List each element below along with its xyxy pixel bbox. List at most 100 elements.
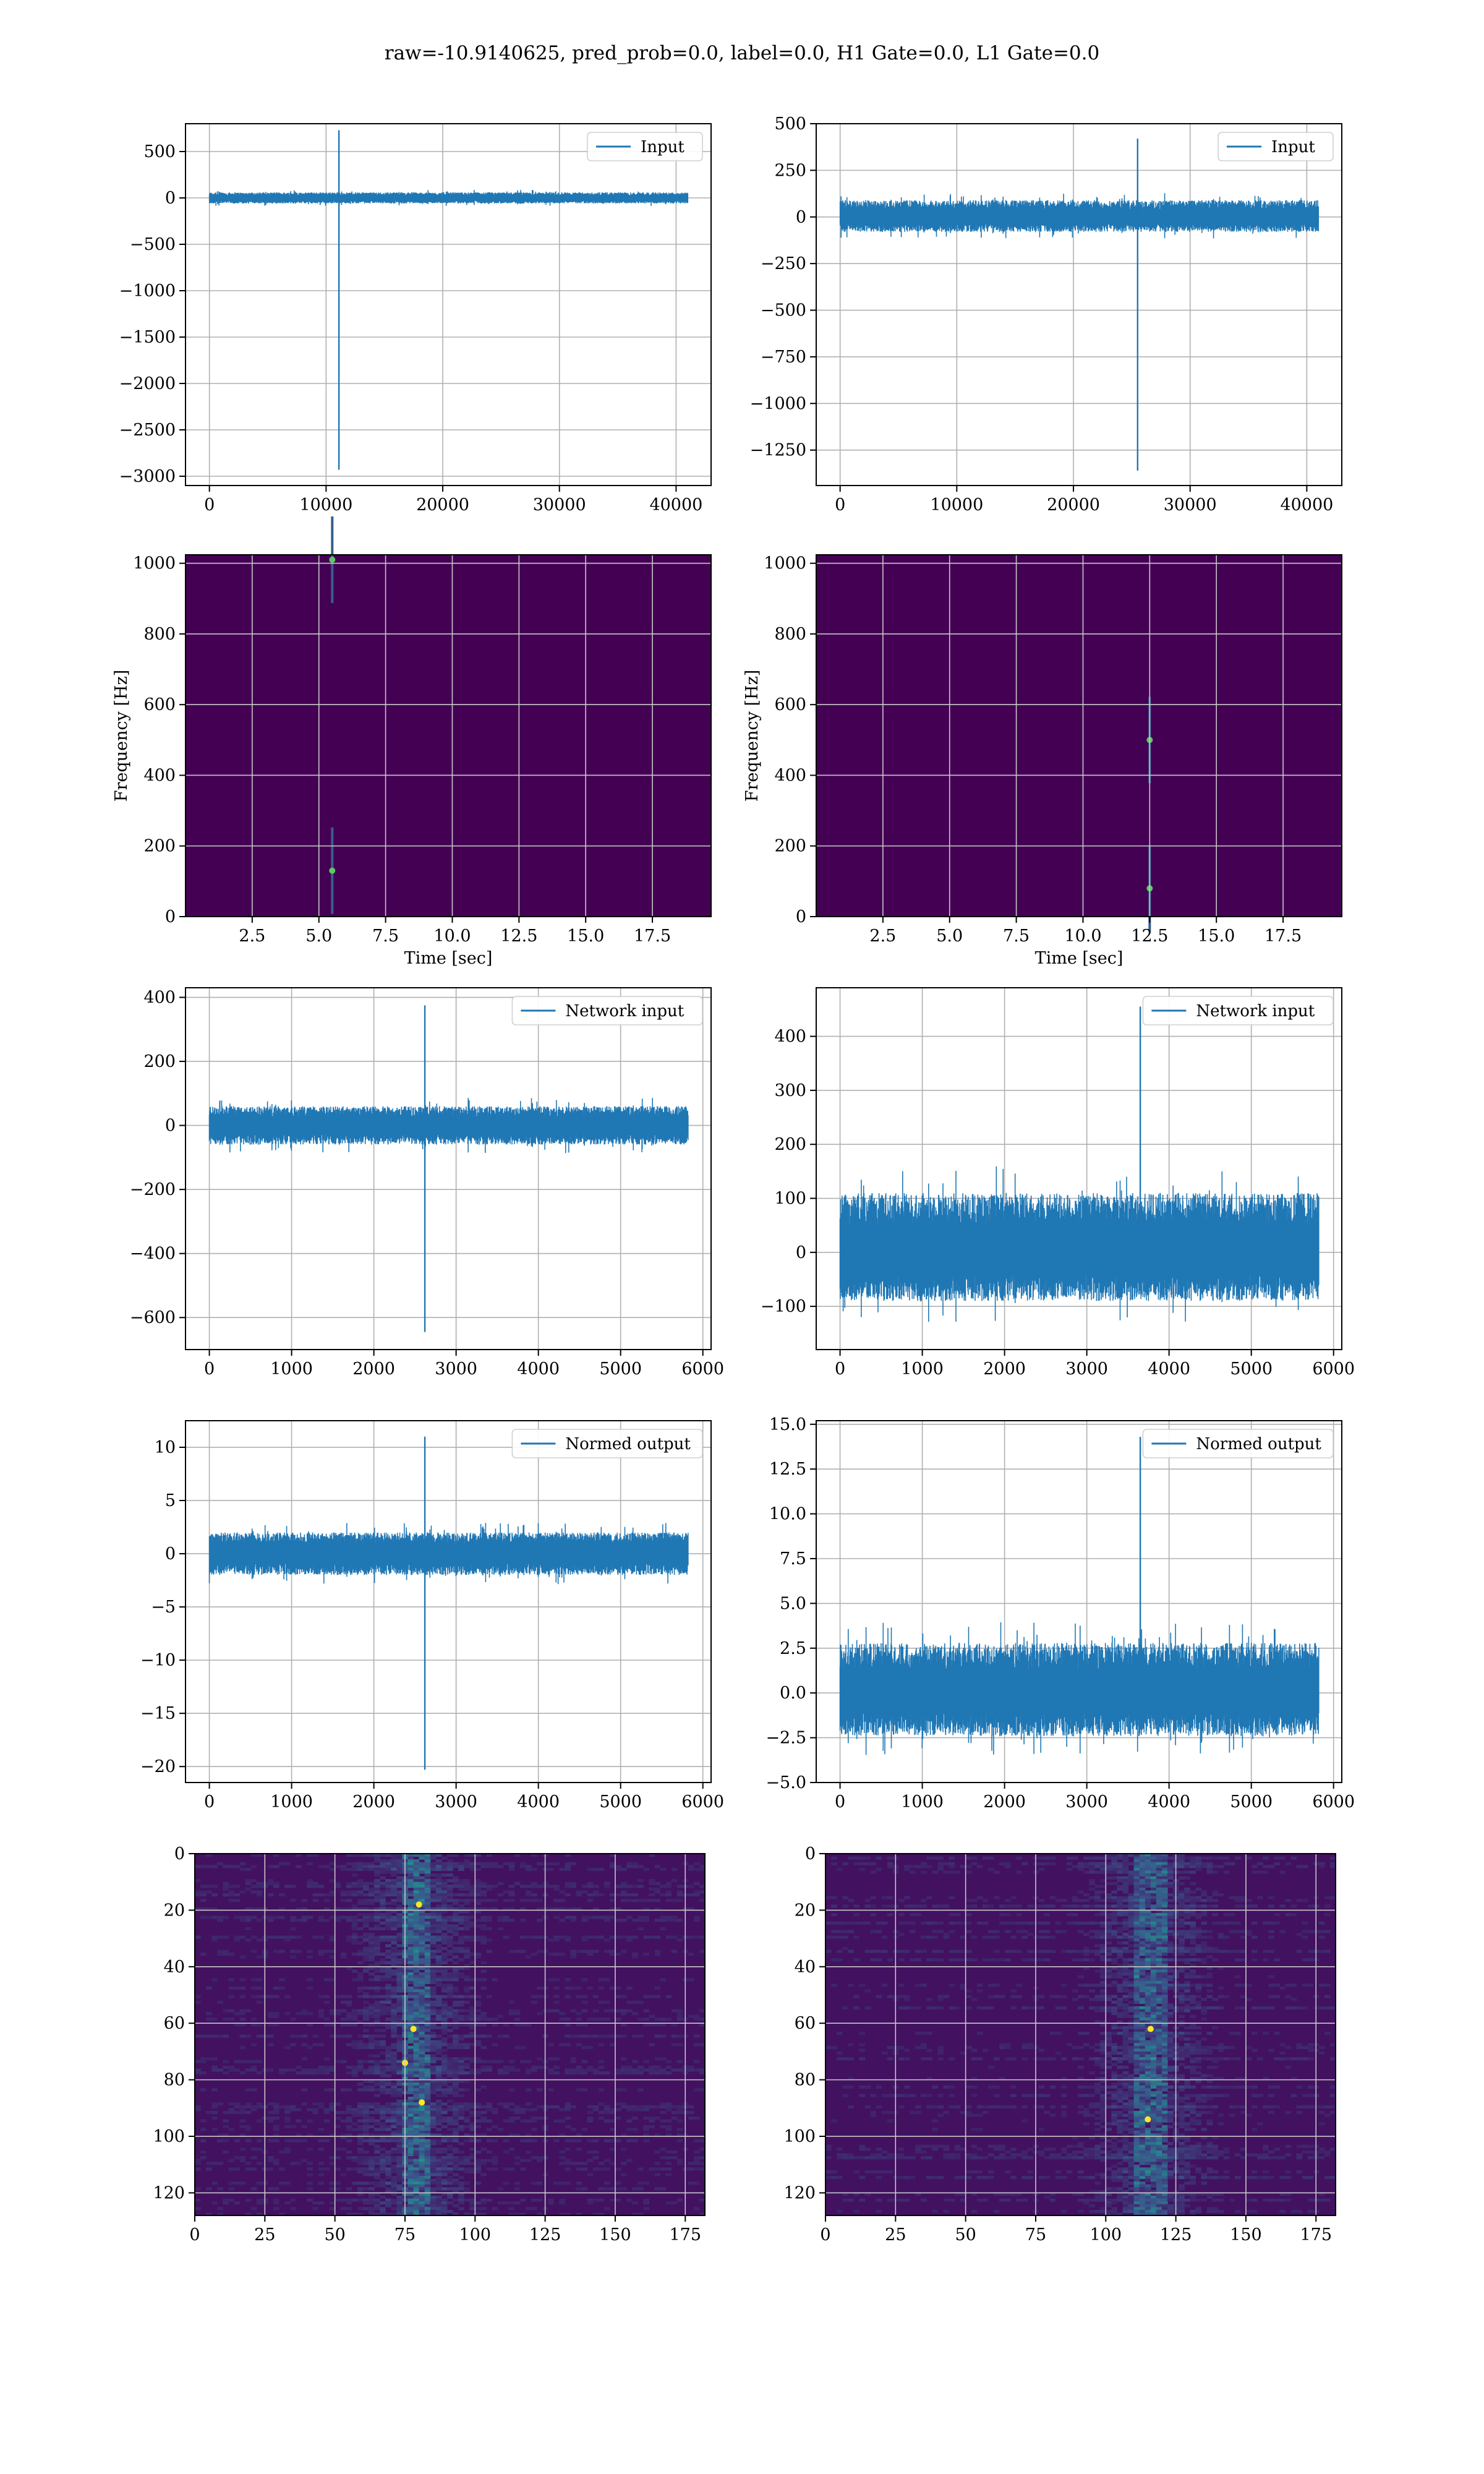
matrix-cell: [508, 2147, 515, 2151]
matrix-cell: [223, 2034, 229, 2038]
matrix-cell: [1229, 1862, 1235, 1865]
matrix-cell: [469, 2162, 475, 2165]
matrix-cell: [307, 2023, 313, 2027]
matrix-cell: [497, 2068, 504, 2072]
matrix-cell: [441, 2048, 448, 2052]
matrix-cell: [475, 2170, 481, 2174]
matrix-cell: [464, 1924, 470, 1928]
matrix-cell: [464, 1859, 470, 1863]
matrix-cell: [458, 1915, 464, 1919]
matrix-cell: [1190, 1935, 1196, 1939]
matrix-cell: [609, 2108, 616, 2112]
matrix-cell: [200, 1953, 207, 1956]
matrix-cell: [284, 2117, 291, 2120]
matrix-cell: [1318, 1930, 1325, 1933]
matrix-cell: [435, 1862, 442, 1865]
x-tick-label: 50: [324, 2225, 345, 2245]
matrix-cell: [1279, 1904, 1286, 1908]
matrix-cell: [453, 1933, 459, 1937]
matrix-cell: [458, 1879, 464, 1883]
matrix-cell: [615, 2034, 621, 2038]
matrix-cell: [391, 1901, 397, 1905]
matrix-cell: [565, 1867, 571, 1872]
matrix-cell: [519, 2198, 526, 2202]
matrix-cell: [419, 1950, 425, 1953]
matrix-cell: [994, 1870, 1000, 1874]
matrix-cell: [279, 1915, 285, 1919]
matrix-cell: [391, 2150, 397, 2154]
matrix-cell: [284, 2068, 291, 2072]
matrix-cell: [1296, 1933, 1303, 1937]
matrix-cell: [632, 1865, 638, 1868]
matrix-cell: [424, 2176, 431, 2180]
matrix-cell: [447, 1927, 453, 1930]
matrix-cell: [1217, 1933, 1224, 1937]
matrix-cell: [380, 1958, 386, 1962]
matrix-cell: [649, 2023, 655, 2027]
matrix-cell: [228, 1899, 235, 1903]
matrix-cell: [374, 1919, 380, 1922]
matrix-cell: [435, 1865, 442, 1868]
matrix-cell: [435, 1927, 442, 1930]
matrix-cell: [559, 1953, 565, 1956]
matrix-cell: [1150, 1893, 1157, 1897]
matrix-cell: [999, 1904, 1005, 1908]
matrix-cell: [228, 1890, 235, 1894]
y-tick-label: 200: [143, 837, 176, 856]
matrix-cell: [369, 2088, 375, 2092]
matrix-cell: [385, 2150, 391, 2154]
matrix-cell: [1139, 1930, 1146, 1933]
matrix-cell: [357, 2181, 364, 2185]
matrix-cell: [413, 2063, 420, 2066]
matrix-cell: [385, 2119, 391, 2123]
matrix-cell: [458, 2065, 464, 2069]
matrix-cell: [1190, 1941, 1196, 1945]
matrix-cell: [284, 2108, 291, 2112]
matrix-cell: [391, 1890, 397, 1894]
matrix-cell: [407, 1893, 414, 1897]
matrix-cell: [508, 2212, 515, 2216]
matrix-cell: [369, 2181, 375, 2185]
matrix-cell: [1128, 1919, 1135, 1922]
matrix-cell: [1016, 1921, 1022, 1925]
matrix-cell: [435, 2212, 442, 2216]
matrix-cell: [435, 1910, 442, 1914]
matrix-cell: [1268, 1865, 1274, 1868]
matrix-cell: [621, 2147, 627, 2151]
x-tick-label: 25: [254, 2225, 275, 2245]
matrix-cell: [553, 2009, 560, 2013]
matrix-cell: [380, 1876, 386, 1880]
matrix-cell: [475, 1924, 481, 1928]
matrix-cell: [346, 1885, 352, 1888]
matrix-cell: [430, 2000, 437, 2004]
matrix-cell: [576, 2162, 582, 2165]
matrix-cell: [380, 1953, 386, 1956]
matrix-cell: [228, 1885, 235, 1888]
matrix-cell: [1066, 1913, 1073, 1917]
matrix-cell: [273, 1915, 279, 1919]
matrix-cell: [447, 1975, 453, 1979]
matrix-cell: [469, 1885, 475, 1888]
matrix-cell: [1263, 1950, 1269, 1953]
matrix-cell: [351, 1893, 358, 1897]
matrix-cell: [391, 1953, 397, 1956]
matrix-cell: [424, 2097, 431, 2100]
matrix-cell: [413, 2051, 420, 2055]
matrix-cell: [413, 2040, 420, 2044]
matrix-cell: [374, 2009, 380, 2013]
matrix-cell: [369, 2164, 375, 2168]
matrix-cell: [396, 2176, 403, 2180]
matrix-cell: [1016, 1870, 1022, 1874]
matrix-cell: [413, 2144, 420, 2148]
matrix-cell: [1078, 1899, 1084, 1903]
matrix-cell: [508, 1885, 515, 1888]
matrix-cell: [374, 1944, 380, 1948]
matrix-cell: [508, 1867, 515, 1872]
matrix-cell: [385, 1972, 391, 1976]
matrix-cell: [638, 2108, 644, 2112]
matrix-cell: [245, 1887, 252, 1891]
x-tick-label: 15.0: [567, 927, 604, 946]
matrix-cell: [1044, 1904, 1051, 1908]
matrix-cell: [447, 1915, 453, 1919]
matrix-cell: [441, 2063, 448, 2066]
